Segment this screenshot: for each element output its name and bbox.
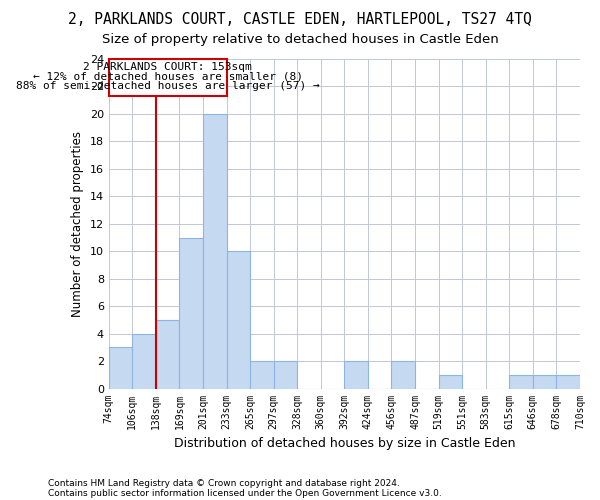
Bar: [227, 251, 250, 388]
Text: ← 12% of detached houses are smaller (8): ← 12% of detached houses are smaller (8): [32, 72, 302, 82]
Bar: [509, 375, 533, 388]
FancyBboxPatch shape: [109, 59, 227, 96]
Y-axis label: Number of detached properties: Number of detached properties: [71, 131, 84, 317]
Bar: [250, 361, 274, 388]
Text: 2 PARKLANDS COURT: 153sqm: 2 PARKLANDS COURT: 153sqm: [83, 62, 252, 72]
Bar: [133, 334, 156, 388]
Bar: [533, 375, 556, 388]
Bar: [179, 238, 203, 388]
Bar: [344, 361, 368, 388]
Bar: [391, 361, 415, 388]
Bar: [274, 361, 297, 388]
Text: 2, PARKLANDS COURT, CASTLE EDEN, HARTLEPOOL, TS27 4TQ: 2, PARKLANDS COURT, CASTLE EDEN, HARTLEP…: [68, 12, 532, 28]
Bar: [556, 375, 580, 388]
Bar: [439, 375, 462, 388]
Text: Contains HM Land Registry data © Crown copyright and database right 2024.: Contains HM Land Registry data © Crown c…: [48, 478, 400, 488]
Bar: [109, 348, 133, 389]
Text: Size of property relative to detached houses in Castle Eden: Size of property relative to detached ho…: [101, 32, 499, 46]
X-axis label: Distribution of detached houses by size in Castle Eden: Distribution of detached houses by size …: [173, 437, 515, 450]
Bar: [203, 114, 227, 388]
Bar: [156, 320, 179, 388]
Text: Contains public sector information licensed under the Open Government Licence v3: Contains public sector information licen…: [48, 488, 442, 498]
Text: 88% of semi-detached houses are larger (57) →: 88% of semi-detached houses are larger (…: [16, 81, 320, 91]
